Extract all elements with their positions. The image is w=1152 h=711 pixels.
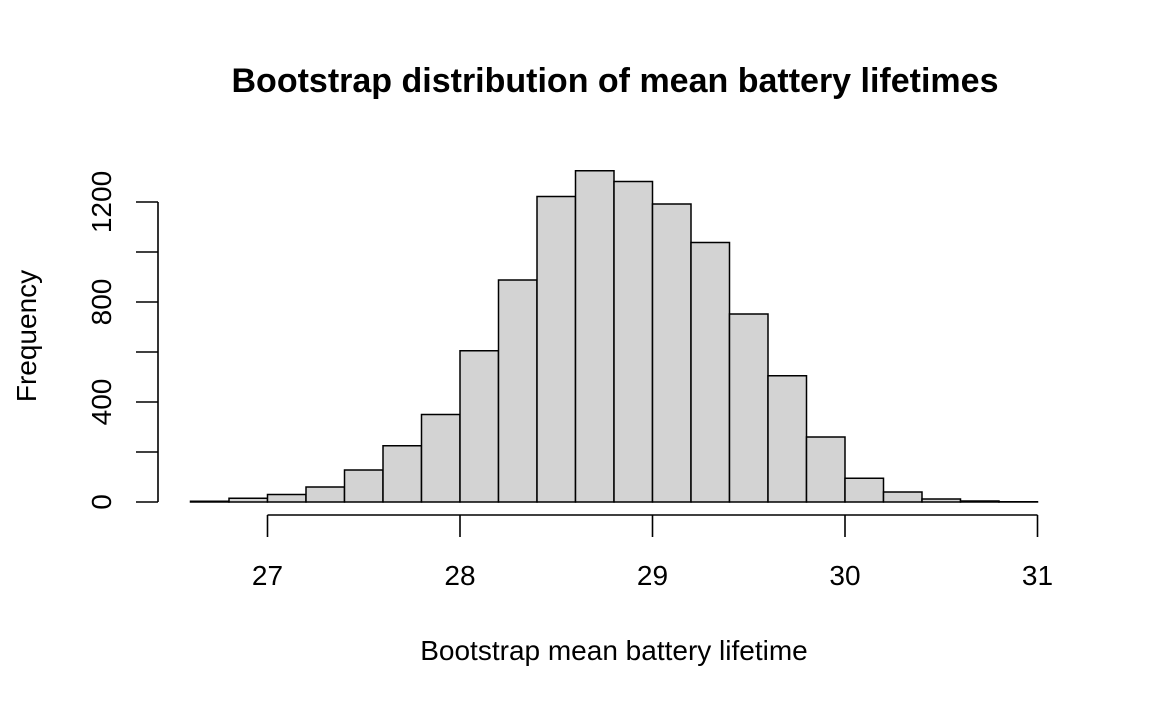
histogram-bar-10: [574, 170, 615, 503]
bars-group: [189, 170, 1039, 503]
y-axis-label: Frequency: [11, 270, 42, 402]
y-tick-label: 800: [86, 279, 117, 326]
histogram-bar-15: [767, 375, 808, 503]
histogram-bar-5: [382, 445, 423, 503]
x-tick-label: 29: [637, 560, 668, 591]
histogram-bar-8: [497, 279, 538, 503]
x-tick-label: 30: [829, 560, 860, 591]
histogram-bar-19: [921, 498, 962, 503]
histogram-bar-3: [305, 486, 346, 503]
y-tick-label: 0: [86, 494, 117, 510]
histogram-bar-12: [651, 203, 692, 503]
x-tick-label: 31: [1022, 560, 1053, 591]
histogram-bar-6: [420, 413, 461, 503]
histogram-bar-20: [959, 500, 1000, 503]
histogram-bar-16: [805, 436, 846, 503]
histogram-bar-11: [613, 180, 654, 503]
x-tick-label: 27: [252, 560, 283, 591]
histogram-bar-9: [536, 195, 577, 503]
y-tick-label: 400: [86, 379, 117, 426]
histogram-bar-1: [228, 497, 269, 503]
histogram-bar-18: [882, 491, 923, 503]
y-axis: 0 400 800 1200: [86, 171, 159, 510]
histogram-bar-17: [844, 477, 885, 503]
histogram-bar-2: [266, 493, 307, 503]
x-axis: 27 28 29 30 31: [252, 514, 1053, 591]
histogram-bar-7: [459, 350, 500, 503]
x-axis-label: Bootstrap mean battery lifetime: [420, 635, 808, 666]
histogram-bar-14: [728, 313, 769, 503]
histogram-bar-0: [189, 500, 230, 503]
x-tick-label: 28: [444, 560, 475, 591]
chart-title: Bootstrap distribution of mean battery l…: [232, 62, 999, 100]
histogram-bar-13: [690, 241, 731, 503]
histogram-bar-4: [343, 469, 384, 503]
y-tick-label: 1200: [86, 171, 117, 233]
